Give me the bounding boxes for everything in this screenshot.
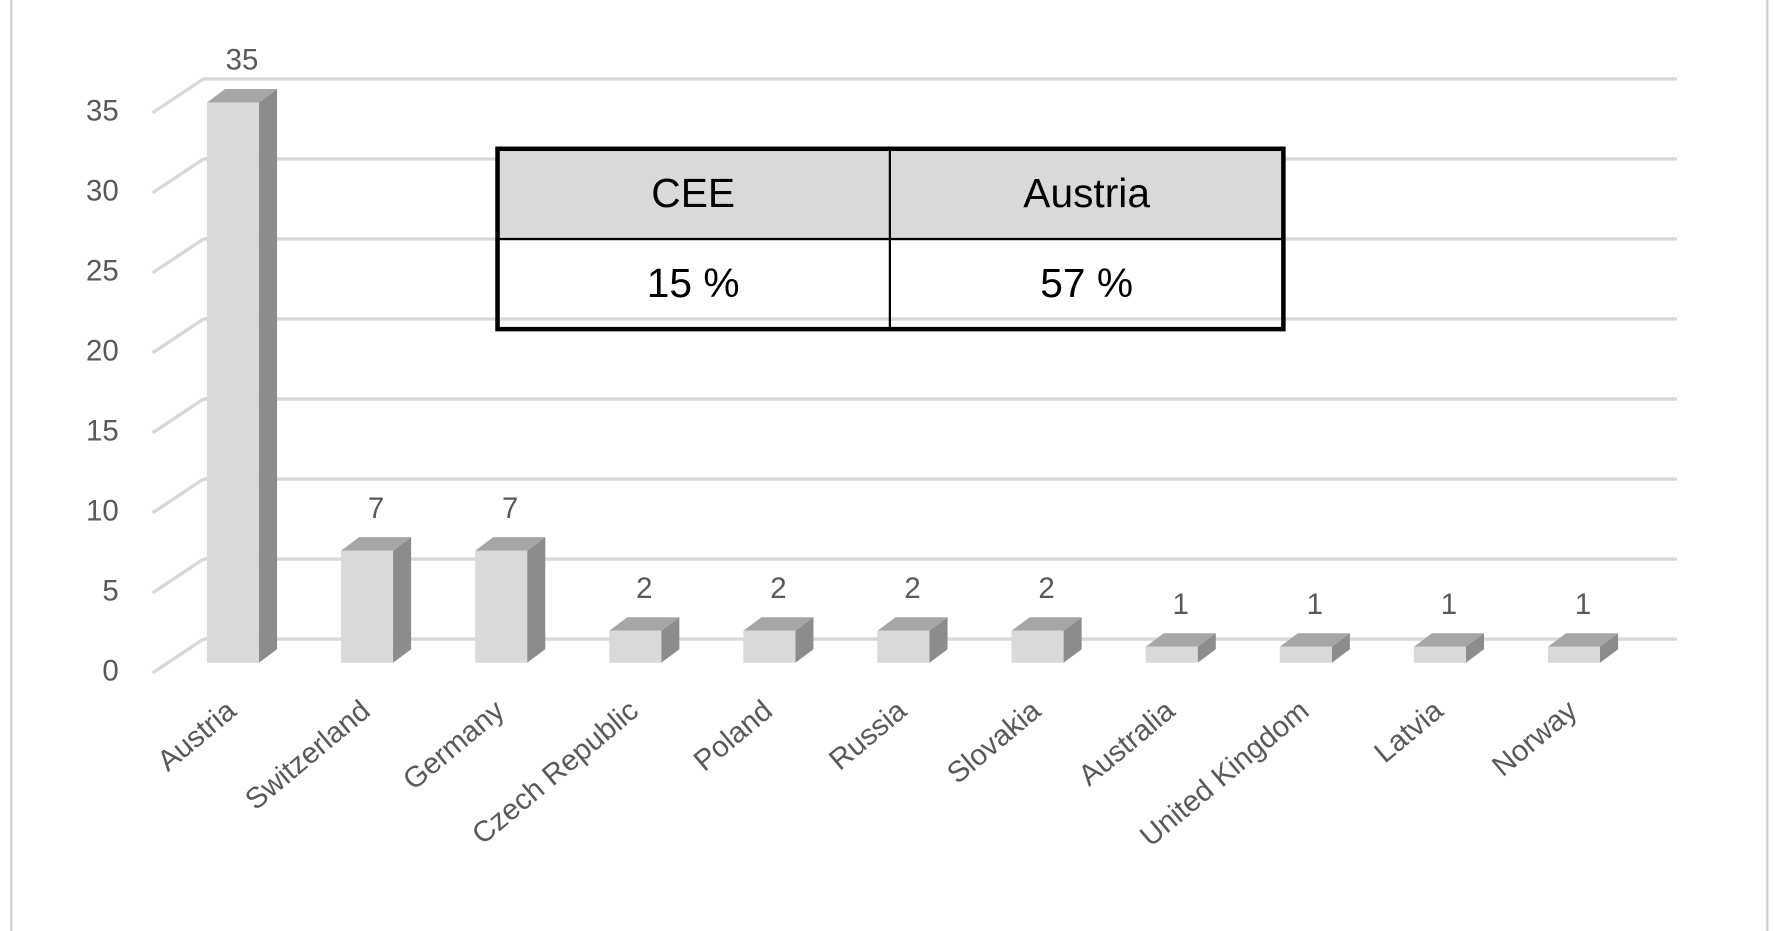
bar-face [341,537,412,551]
chart-frame [10,0,1769,931]
bar-face [609,617,680,631]
bar [1145,633,1216,663]
table-cell: 57 % [1040,260,1133,306]
bar-face [661,617,680,663]
grid-line [151,237,1677,275]
bar-face [743,630,796,663]
data-label: 2 [1038,572,1054,605]
bar-face [929,617,948,663]
y-tick-label: 35 [86,94,119,127]
bar-face [1547,633,1619,647]
bar [341,537,412,663]
bar-face [1413,633,1484,647]
y-tick-label: 20 [86,335,119,368]
bar [1413,633,1484,663]
bar-face [1599,633,1619,663]
bar-face [1279,646,1332,663]
bar-face [1145,633,1216,647]
x-tick-label: Latvia [1368,693,1450,769]
bar [743,617,814,663]
bar-face [393,537,412,663]
y-tick-label: 30 [86,175,119,208]
grid-line [151,397,1677,435]
bar-face [1063,617,1082,663]
y-tick-label: 5 [102,575,118,608]
inset-table: CEE Austria 15 % 57 % [495,146,1286,332]
grid-line [151,557,1677,595]
grid-line [151,477,1677,515]
bar-face [743,617,814,631]
table-header: CEE [651,170,735,216]
x-tick-label: Germany [397,694,511,797]
bar [609,617,680,663]
bar-face [1547,646,1600,663]
table-cell: 15 % [647,260,740,306]
data-label: 7 [368,492,384,525]
data-label: 35 [226,44,259,77]
grid-line [151,317,1677,355]
bar-face [475,550,528,663]
bar [475,537,546,663]
x-tick-label: Australia [1072,693,1181,792]
bar-face [527,537,546,663]
y-tick-label: 0 [102,655,118,688]
y-tick-label: 25 [86,255,119,288]
data-label: 7 [502,492,518,525]
bar-face [206,89,278,103]
data-label: 1 [1173,588,1189,621]
x-tick-label: Slovakia [941,693,1048,790]
table-header: Austria [1023,170,1150,216]
y-tick-label: 15 [86,415,119,448]
bar-face [1331,633,1350,663]
x-tick-label: Norway [1486,694,1584,783]
data-label: 1 [1575,588,1591,621]
bar-face [1279,633,1350,647]
bar [1279,633,1350,663]
x-tick-label: Austria [151,693,243,777]
bar-face [206,102,259,663]
x-tick-label: Poland [687,694,778,778]
data-label: 1 [1441,588,1457,621]
bar-face [258,89,278,663]
bar-face [1413,646,1466,663]
bar-face [341,550,394,663]
bar [1011,617,1082,663]
data-label: 1 [1307,588,1323,621]
bar-face [1145,646,1198,663]
bar [1547,633,1619,663]
bar-face [1011,617,1082,631]
data-label: 2 [904,572,920,605]
bar-face [475,537,546,551]
bar-face [795,617,814,663]
bar-face [877,630,930,663]
bar-face [1465,633,1484,663]
data-label: 2 [770,572,786,605]
bar-face [1197,633,1216,663]
x-tick-label: Russia [823,693,914,776]
x-tick-label: Switzerland [239,694,377,817]
bar-face [609,630,662,663]
bar [877,617,948,663]
bar-face [877,617,948,631]
grid-line [151,77,1677,115]
data-label: 2 [636,572,652,605]
bar [206,89,278,663]
bar-face [1011,630,1064,663]
y-tick-label: 10 [86,495,119,528]
